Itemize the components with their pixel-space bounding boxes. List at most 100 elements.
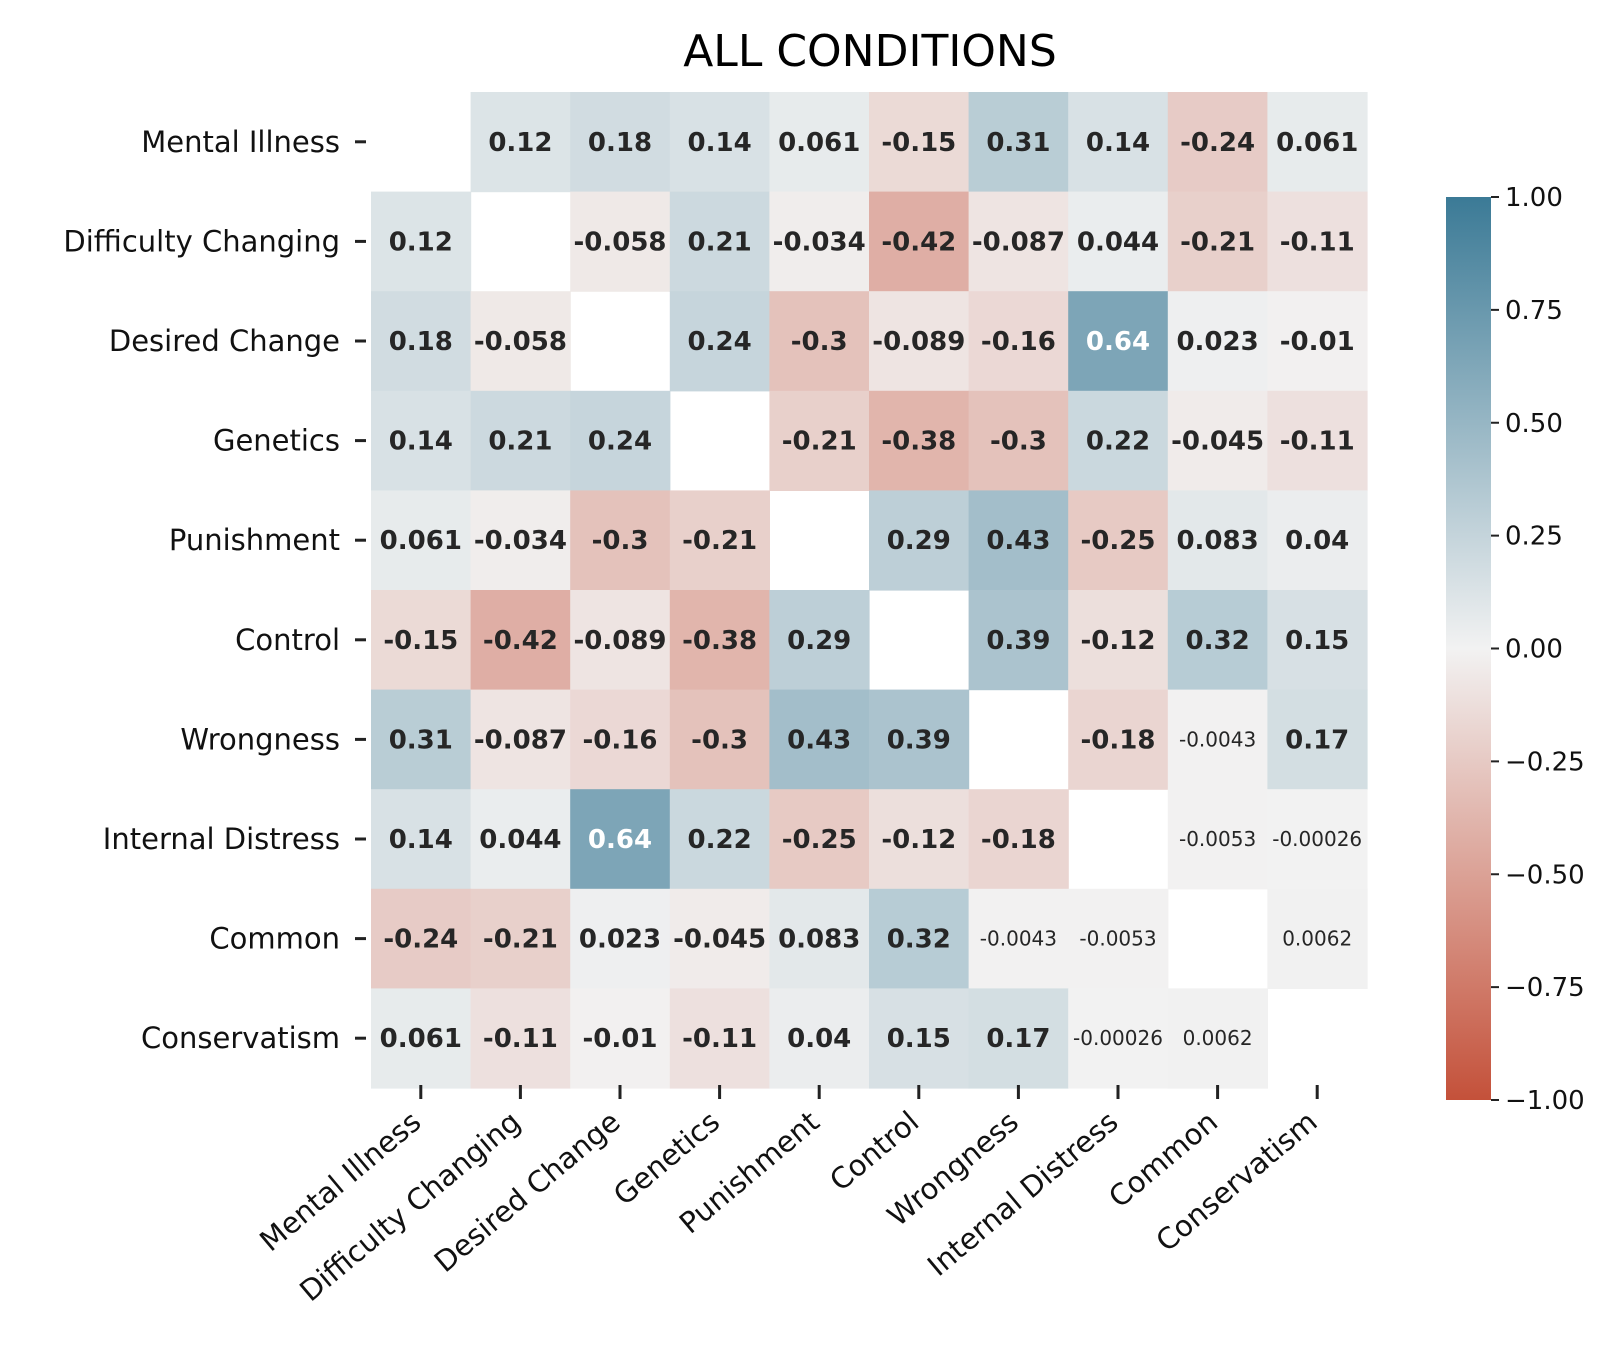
data-label: -0.15 xyxy=(383,626,458,656)
heatmap-cell xyxy=(1167,789,1268,890)
data-label: -0.01 xyxy=(583,1024,658,1054)
heatmap-cell xyxy=(869,191,970,292)
data-label: -0.38 xyxy=(881,427,956,457)
data-label: 0.061 xyxy=(380,1024,462,1054)
data-label: 0.044 xyxy=(1077,227,1159,257)
heatmap-cell xyxy=(371,191,472,292)
data-label: 0.21 xyxy=(688,227,752,257)
heatmap-cell xyxy=(968,988,1069,1089)
data-label: 0.061 xyxy=(1276,128,1358,158)
heatmap-cell xyxy=(1167,390,1268,491)
data-label: -0.045 xyxy=(673,925,766,955)
heatmap-cell xyxy=(470,291,571,392)
data-label: -0.087 xyxy=(474,725,567,755)
heatmap-cell xyxy=(1068,92,1169,193)
data-label: -0.058 xyxy=(474,327,567,357)
heatmap-cell xyxy=(570,390,671,491)
data-label: -0.0053 xyxy=(1079,927,1156,951)
heatmap-cell xyxy=(1267,789,1368,890)
heatmap-cell xyxy=(371,689,472,790)
heatmap-cell xyxy=(968,191,1069,292)
heatmap-cell xyxy=(869,92,970,193)
heatmap-cell xyxy=(1167,689,1268,790)
heatmap-cell xyxy=(669,191,770,292)
heatmap-cell xyxy=(470,92,571,193)
data-label: 0.43 xyxy=(787,725,851,755)
data-label: 0.14 xyxy=(389,825,453,855)
heatmap-cell xyxy=(371,888,472,989)
data-label: -0.24 xyxy=(1180,128,1255,158)
heatmap-cell xyxy=(869,291,970,392)
data-label: -0.0053 xyxy=(1179,827,1256,851)
data-label: -0.38 xyxy=(682,626,757,656)
colorbar-tick-label: −0.25 xyxy=(1505,747,1585,777)
heatmap-cell xyxy=(968,590,1069,691)
heatmap-cell xyxy=(869,490,970,591)
y-tick-label: Common xyxy=(209,922,340,956)
data-label: 0.15 xyxy=(887,1024,951,1054)
data-label: -0.034 xyxy=(474,526,567,556)
data-label: 0.29 xyxy=(787,626,851,656)
heatmap-cell xyxy=(470,689,571,790)
data-label: 0.64 xyxy=(1086,327,1150,357)
heatmap-cell xyxy=(669,291,770,392)
heatmap-cell xyxy=(769,988,870,1089)
data-label: 0.044 xyxy=(479,825,561,855)
heatmap-cell xyxy=(470,390,571,491)
heatmap-cell xyxy=(968,789,1069,890)
data-label: -0.16 xyxy=(583,725,658,755)
heatmap-cell xyxy=(869,789,970,890)
heatmap-cell xyxy=(1267,490,1368,591)
data-label: 0.083 xyxy=(1176,526,1258,556)
heatmap-cell xyxy=(1068,988,1169,1089)
data-label: -0.18 xyxy=(981,825,1056,855)
data-label: 0.04 xyxy=(1285,526,1349,556)
heatmap-cell xyxy=(1267,888,1368,989)
heatmap-cell xyxy=(669,988,770,1089)
heatmap-cell xyxy=(371,291,472,392)
data-label: -0.12 xyxy=(1081,626,1156,656)
heatmap-cell xyxy=(769,390,870,491)
heatmap-cell xyxy=(1267,390,1368,491)
y-tick-label: Punishment xyxy=(169,523,340,557)
data-label: 0.17 xyxy=(1285,725,1349,755)
heatmap-cell xyxy=(570,590,671,691)
data-label: 0.0062 xyxy=(1282,927,1352,951)
data-label: 0.15 xyxy=(1285,626,1349,656)
data-label: -0.24 xyxy=(383,925,458,955)
data-label: -0.16 xyxy=(981,327,1056,357)
data-label: 0.22 xyxy=(688,825,752,855)
heatmap-cell xyxy=(769,888,870,989)
heatmap-cell xyxy=(669,92,770,193)
y-axis: Mental Illness Difficulty Changing Desired… xyxy=(63,125,366,1055)
data-label: -0.045 xyxy=(1171,427,1264,457)
data-label: 0.31 xyxy=(986,128,1050,158)
heatmap-cell xyxy=(1068,689,1169,790)
heatmap-cell xyxy=(1267,590,1368,691)
heatmap-cell xyxy=(968,490,1069,591)
data-label: -0.089 xyxy=(872,327,965,357)
y-tick-label: Control xyxy=(235,623,340,657)
heatmap-cell xyxy=(371,590,472,691)
heatmap-cell xyxy=(470,888,571,989)
data-label: 0.12 xyxy=(488,128,552,158)
data-label: 0.04 xyxy=(787,1024,851,1054)
data-label: 0.29 xyxy=(887,526,951,556)
heatmap-cell xyxy=(1267,191,1368,292)
heatmap-cell xyxy=(1267,92,1368,193)
data-label: -0.21 xyxy=(782,427,857,457)
data-label: -0.3 xyxy=(592,526,649,556)
heatmap-cell xyxy=(769,191,870,292)
heatmap-cell xyxy=(869,988,970,1089)
data-label: -0.034 xyxy=(773,227,866,257)
data-label: -0.25 xyxy=(782,825,857,855)
y-tick-label: Conservatism xyxy=(141,1021,340,1055)
data-label: 0.0062 xyxy=(1183,1026,1253,1050)
data-label: -0.42 xyxy=(483,626,558,656)
heatmap-cell xyxy=(769,590,870,691)
data-label: -0.21 xyxy=(483,925,558,955)
heatmap-cell xyxy=(371,490,472,591)
data-label: 0.12 xyxy=(389,227,453,257)
